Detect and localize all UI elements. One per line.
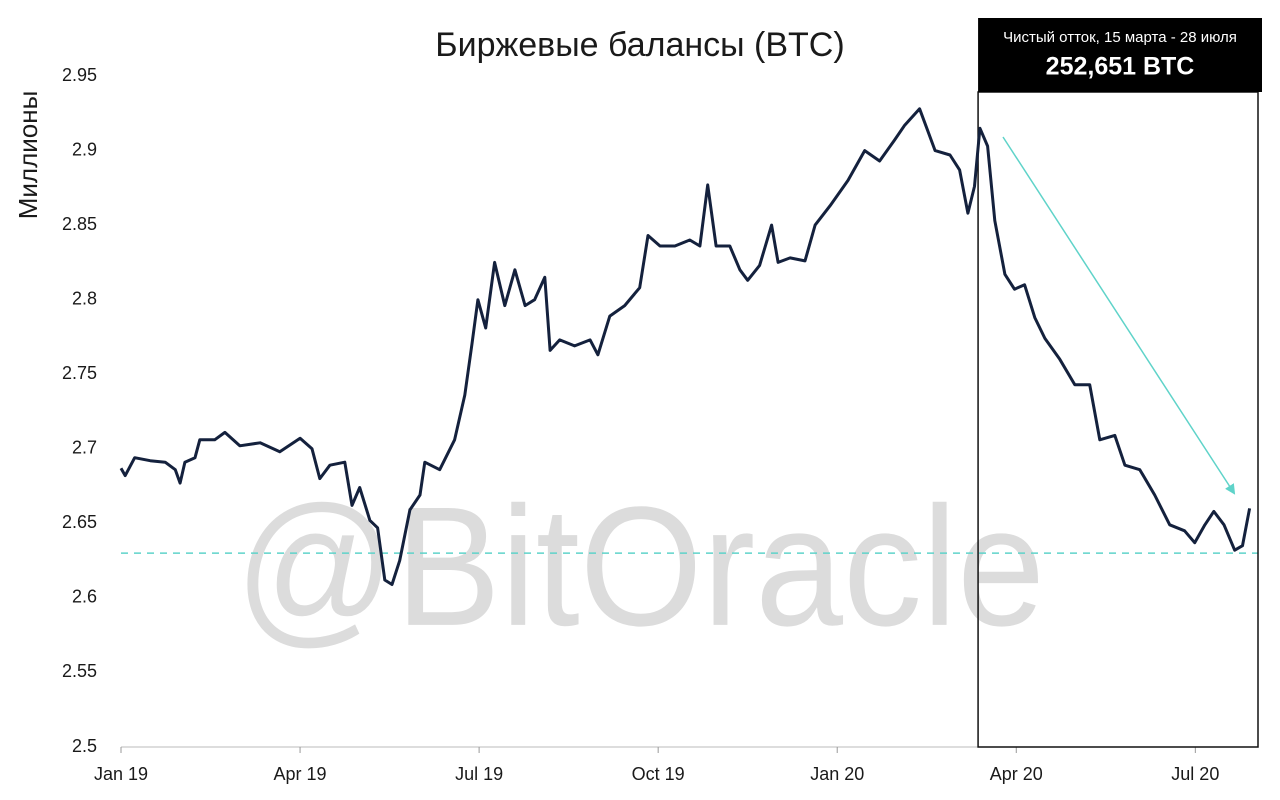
chart-title: Биржевые балансы (BTC) bbox=[435, 26, 844, 64]
y-axis-label: Миллионы bbox=[13, 91, 43, 220]
y-tick-label: 2.5 bbox=[72, 736, 97, 756]
annotation-box bbox=[978, 18, 1262, 92]
y-tick-label: 2.75 bbox=[62, 363, 97, 383]
y-tick-label: 2.95 bbox=[62, 65, 97, 85]
y-tick-label: 2.65 bbox=[62, 512, 97, 532]
y-tick-label: 2.8 bbox=[72, 288, 97, 308]
y-tick-label: 2.7 bbox=[72, 438, 97, 458]
x-tick-label: Apr 19 bbox=[274, 764, 327, 784]
x-tick-label: Apr 20 bbox=[990, 764, 1043, 784]
y-tick-label: 2.6 bbox=[72, 587, 97, 607]
x-tick-label: Jul 19 bbox=[455, 764, 503, 784]
trend-arrow bbox=[1002, 136, 1236, 495]
annotation-text: Чистый отток, 15 марта - 28 июля bbox=[1003, 29, 1237, 46]
x-tick-label: Jan 19 bbox=[94, 764, 148, 784]
x-tick-label: Jan 20 bbox=[810, 764, 864, 784]
y-tick-label: 2.55 bbox=[62, 661, 97, 681]
watermark: @BitOracle bbox=[235, 472, 1045, 662]
y-tick-label: 2.85 bbox=[62, 214, 97, 234]
data-line bbox=[119, 107, 1252, 586]
x-tick-label: Oct 19 bbox=[632, 764, 685, 784]
y-tick-label: 2.9 bbox=[72, 139, 97, 159]
plot-area: 2.5 2.55 2.6 2.65 2.7 2.75 2.8 2.85 2.9 2.95 Jan 1… bbox=[62, 65, 1259, 784]
x-tick-label: Jul 20 bbox=[1171, 764, 1219, 784]
annotation-value: 252,651 BTC bbox=[1046, 53, 1195, 81]
